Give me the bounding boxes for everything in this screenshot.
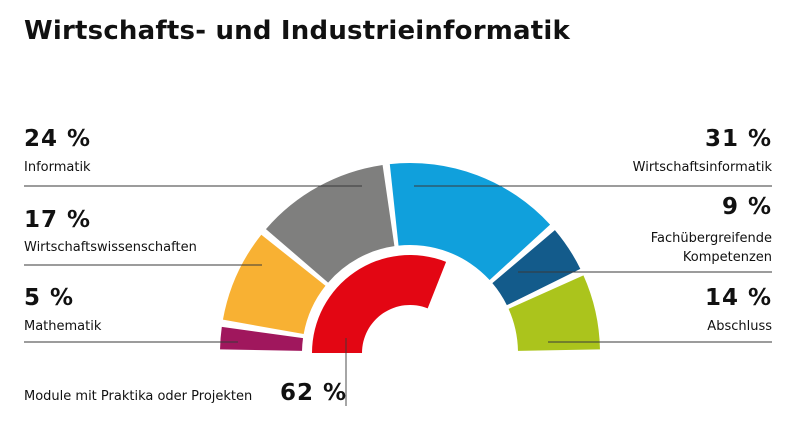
slice-wirtschaftswissenschaften [222,234,326,335]
slice-fachuebergreifende-kompetenzen [492,230,581,306]
slice-mathematik [220,326,304,351]
pct-module-praktika-projekte: 62 % [280,380,348,406]
slice-wirtschaftsinformatik [389,163,551,281]
slice-abschluss [508,275,600,351]
pct-informatik: 24 % [24,126,92,152]
label-wirtschaftswissenschaften: Wirtschaftswissenschaften [24,240,197,255]
pct-abschluss: 14 % [704,285,772,311]
pct-wirtschaftswissenschaften: 17 % [24,207,92,233]
label-mathematik: Mathematik [24,319,102,334]
pct-mathematik: 5 % [24,285,75,311]
chart-title: Wirtschafts- und Industrieinformatik [24,16,570,46]
label-fachuebergreifende-kompetenzen: Fachübergreifende Kompetenzen [650,231,772,265]
label-module-praktika-projekte: Module mit Praktika oder Projekten [24,389,253,404]
label-wirtschaftsinformatik: Wirtschaftsinformatik [632,160,772,175]
slice-module-mit-praktika-oder-projekten [312,254,447,353]
pct-fachuebergreifende-kompetenzen: 9 % [721,194,772,220]
slice-informatik [265,164,395,283]
pct-wirtschaftsinformatik: 31 % [704,126,772,152]
label-informatik: Informatik [24,160,91,175]
label-abschluss: Abschluss [707,319,772,334]
